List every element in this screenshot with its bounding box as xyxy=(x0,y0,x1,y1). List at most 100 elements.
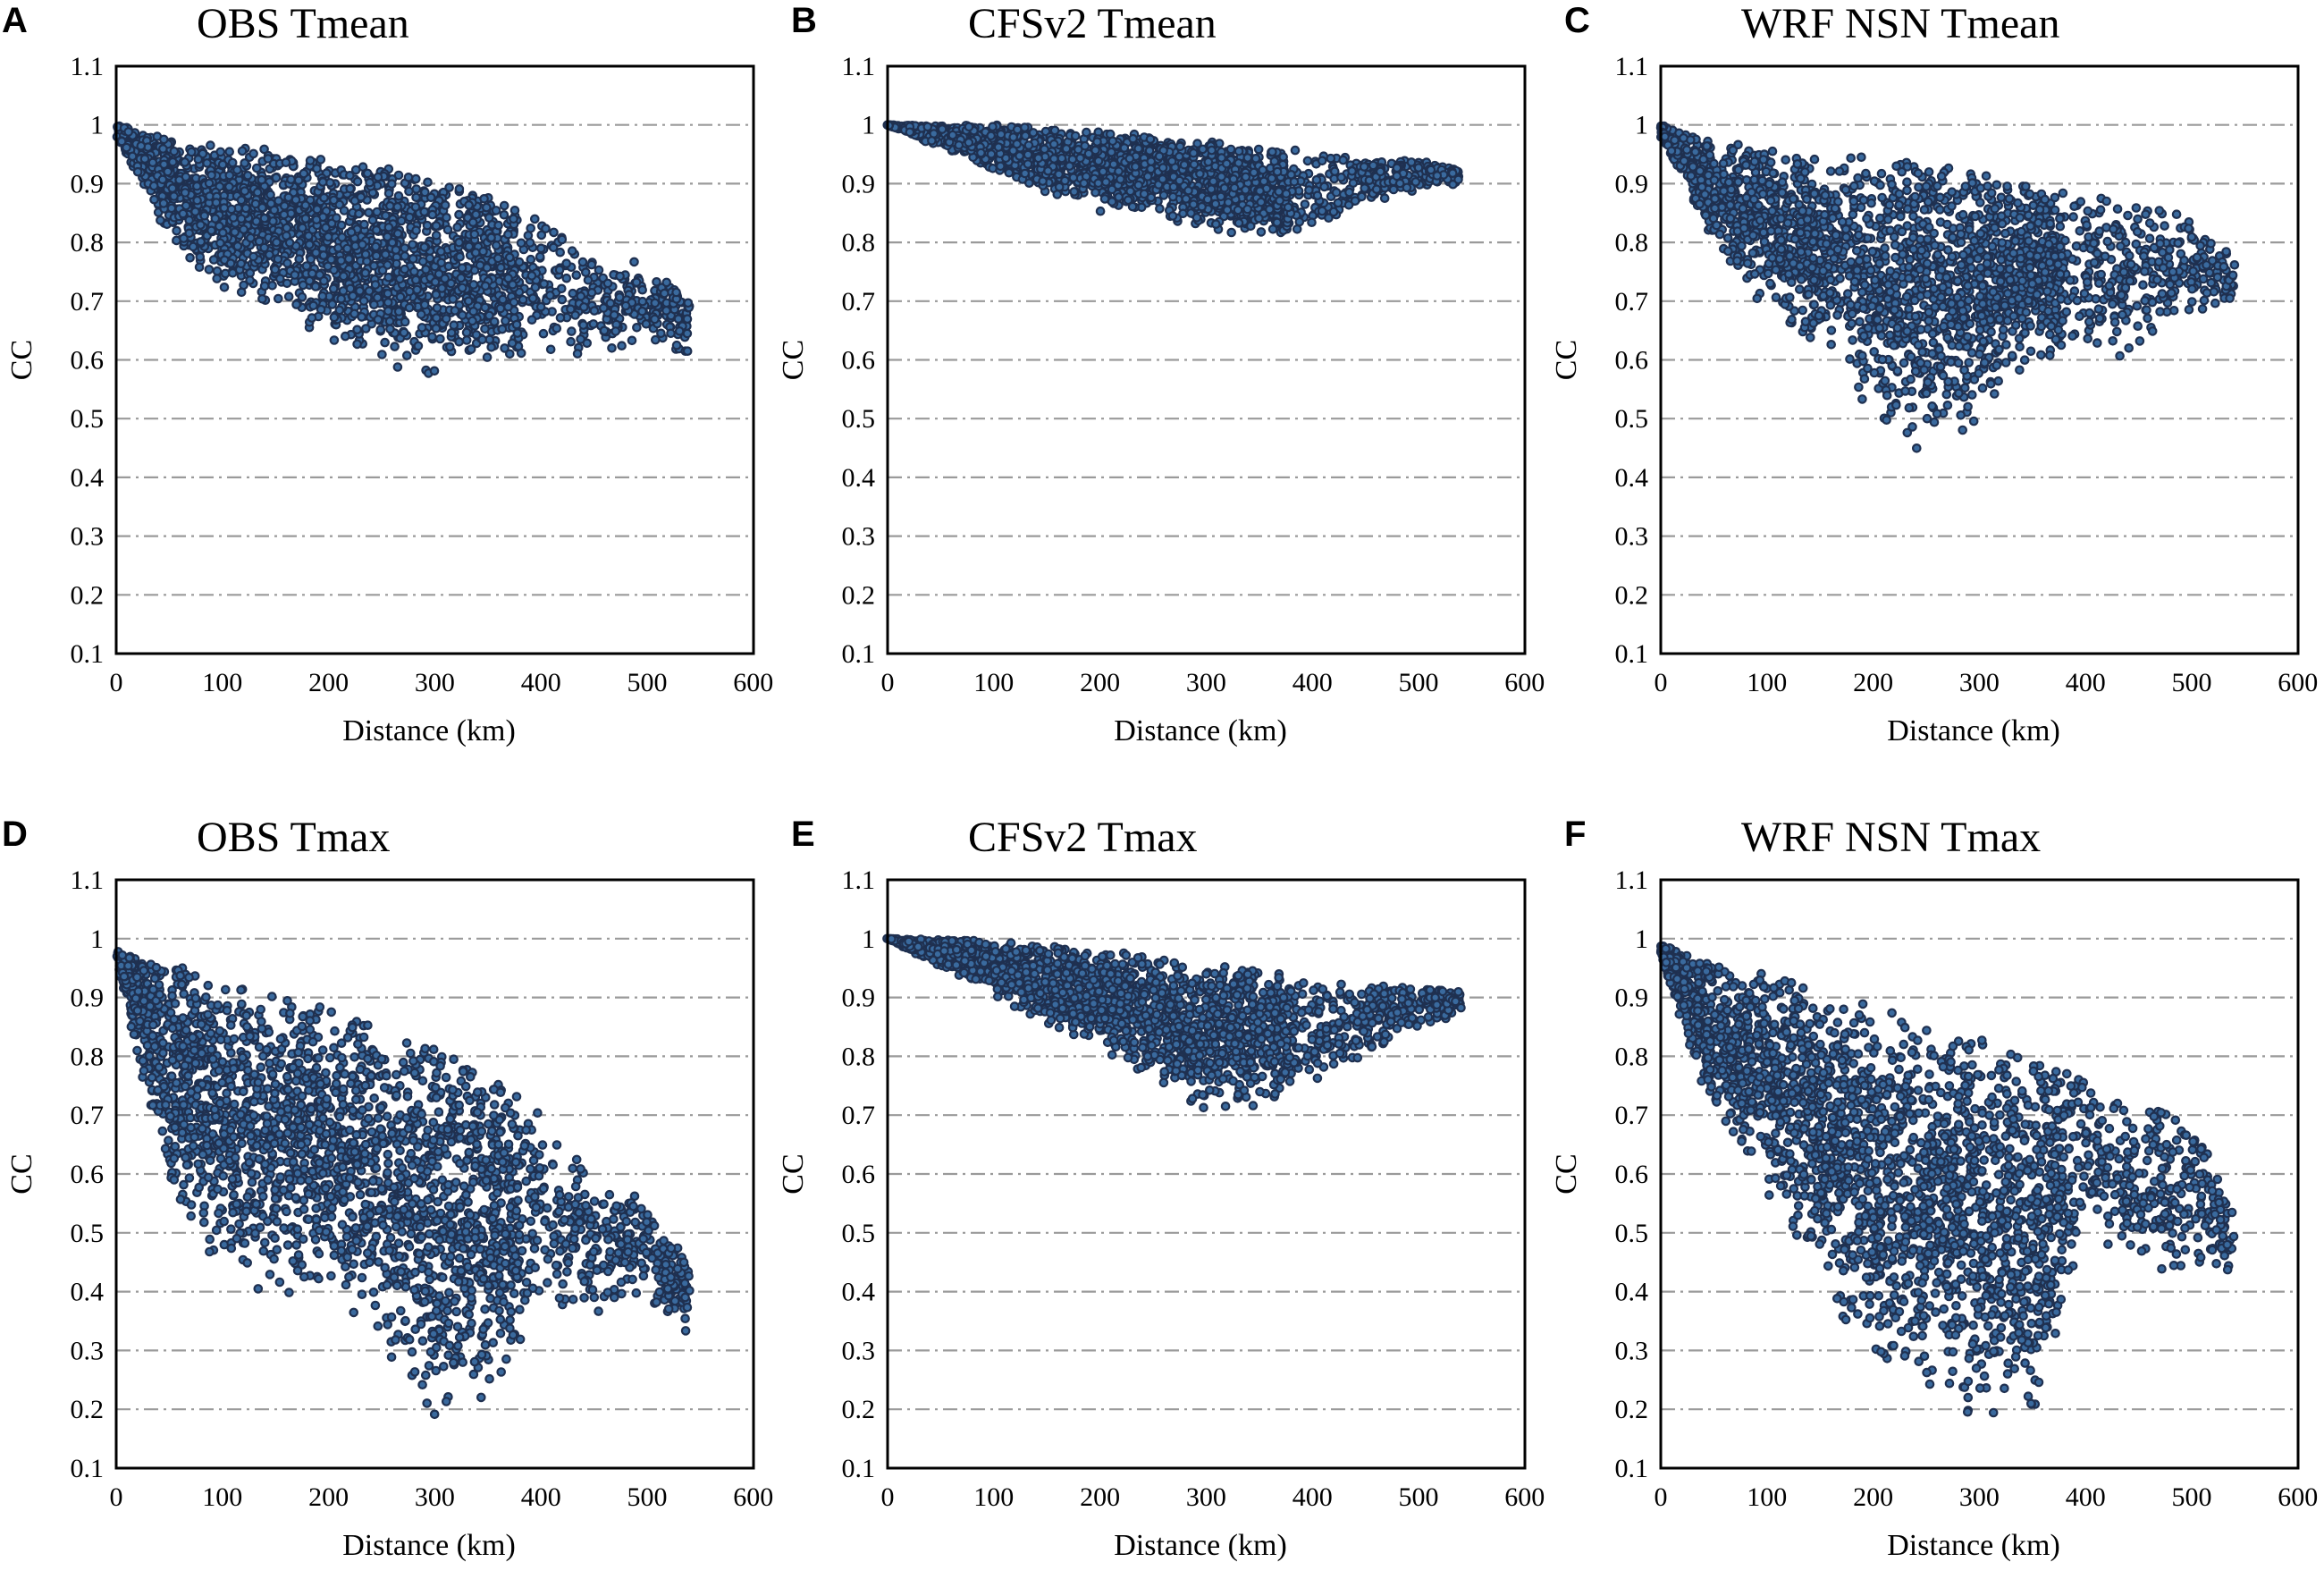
x-tick-label: 200 xyxy=(1080,668,1120,697)
data-point xyxy=(242,171,253,181)
data-point xyxy=(1098,166,1108,177)
data-point xyxy=(172,225,181,236)
data-point xyxy=(193,154,204,165)
data-point xyxy=(227,267,238,278)
data-point xyxy=(607,342,617,353)
data-point xyxy=(301,261,312,271)
data-point xyxy=(1060,175,1070,186)
data-point xyxy=(1258,165,1267,175)
data-point xyxy=(661,277,671,288)
y-tick-label: 1.1 xyxy=(71,52,105,81)
data-point xyxy=(1410,177,1421,187)
data-point xyxy=(432,303,442,313)
data-point xyxy=(493,220,503,231)
data-point xyxy=(1020,168,1030,179)
data-point xyxy=(1175,141,1185,152)
data-point xyxy=(1255,186,1265,196)
data-point xyxy=(394,274,405,284)
data-point xyxy=(491,241,501,250)
data-point xyxy=(1092,137,1102,147)
data-point xyxy=(362,168,373,179)
data-point xyxy=(498,294,508,305)
data-point xyxy=(372,207,383,217)
data-point xyxy=(1225,144,1236,155)
data-point xyxy=(250,198,261,209)
data-point xyxy=(1223,198,1234,207)
data-point xyxy=(156,215,165,225)
data-point xyxy=(1211,219,1221,229)
data-point xyxy=(349,308,359,319)
data-point xyxy=(410,173,421,184)
chart-title: CFSv2 Tmean xyxy=(968,0,1217,47)
x-tick-label: 500 xyxy=(627,668,668,697)
y-tick-label: 0.3 xyxy=(842,522,876,552)
data-point xyxy=(1128,133,1138,144)
data-point xyxy=(598,303,609,313)
x-axis-label: Distance (km) xyxy=(1114,714,1287,747)
data-point xyxy=(1216,191,1226,202)
data-point xyxy=(192,195,202,206)
data-point xyxy=(555,313,566,323)
data-point xyxy=(224,147,235,156)
data-point xyxy=(561,273,572,283)
data-point xyxy=(228,213,239,223)
data-point xyxy=(554,265,565,275)
data-point xyxy=(442,213,451,223)
data-point xyxy=(2108,335,2118,346)
data-point xyxy=(166,203,177,214)
data-point xyxy=(245,275,255,285)
data-point xyxy=(420,187,430,198)
data-point xyxy=(224,182,234,192)
data-point xyxy=(218,227,228,238)
data-point xyxy=(284,238,295,248)
data-point xyxy=(399,327,409,338)
data-point xyxy=(514,257,525,267)
data-points xyxy=(882,120,1464,238)
data-point xyxy=(316,304,326,315)
data-point xyxy=(557,294,568,305)
data-point xyxy=(297,223,307,233)
data-point xyxy=(535,243,546,254)
data-point xyxy=(986,131,996,141)
data-point xyxy=(1317,206,1327,216)
x-tick-label: 600 xyxy=(1504,668,1545,697)
data-point xyxy=(377,266,388,275)
data-point xyxy=(501,316,510,326)
data-point xyxy=(527,293,538,303)
data-point xyxy=(463,296,474,307)
data-point xyxy=(535,251,545,262)
y-tick-label: 0.8 xyxy=(71,228,105,258)
data-point xyxy=(387,237,398,248)
data-point xyxy=(1210,198,1221,209)
y-axis-label: CC xyxy=(777,340,810,380)
data-point xyxy=(1168,182,1179,192)
data-point xyxy=(319,275,329,286)
data-point xyxy=(627,335,637,346)
data-point xyxy=(1217,172,1226,182)
data-point xyxy=(468,280,479,290)
data-point xyxy=(384,201,395,211)
data-point xyxy=(317,291,328,301)
data-point xyxy=(441,314,451,324)
data-point xyxy=(566,336,576,347)
data-point xyxy=(381,210,391,221)
data-point xyxy=(211,198,222,207)
data-point xyxy=(1069,187,1079,197)
data-point xyxy=(311,248,321,258)
data-point xyxy=(240,158,249,168)
data-point xyxy=(1049,154,1059,164)
data-point xyxy=(385,324,395,334)
data-point xyxy=(202,158,212,168)
data-point xyxy=(206,170,216,181)
chart-panel-b: 0.10.20.30.40.50.60.70.80.911.10 100 200 30… xyxy=(777,0,1545,747)
data-point xyxy=(1330,166,1340,176)
data-point xyxy=(457,263,467,273)
data-point xyxy=(240,186,250,196)
data-point xyxy=(239,224,248,234)
data-point xyxy=(358,296,369,306)
data-point xyxy=(307,313,317,323)
data-point xyxy=(479,194,489,204)
data-point xyxy=(1364,175,1375,185)
data-point xyxy=(568,288,578,299)
data-point xyxy=(380,249,391,259)
